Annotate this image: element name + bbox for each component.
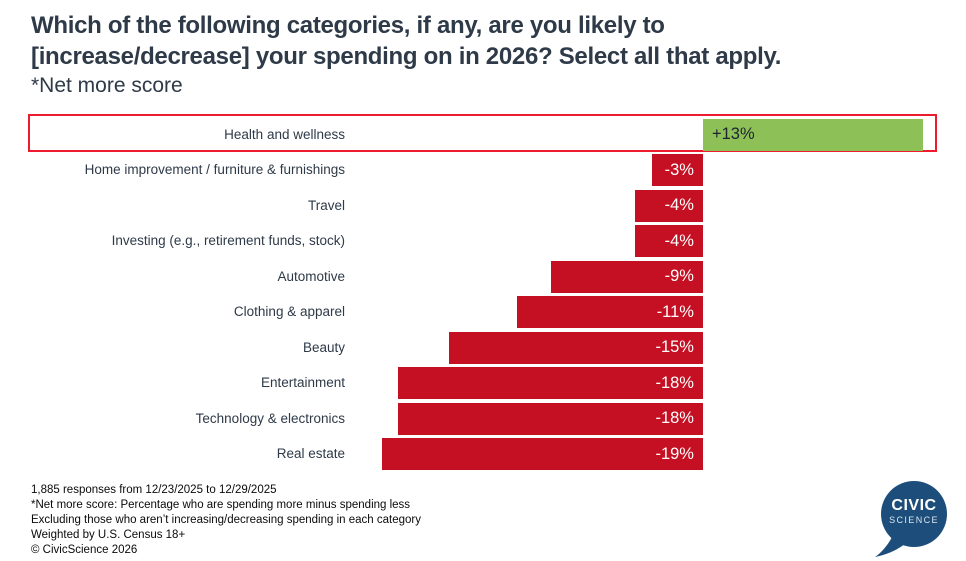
bar-negative: -3%	[652, 154, 703, 186]
chart-row: Automotive -9%	[0, 260, 966, 293]
speech-bubble-icon: CIVIC SCIENCE	[875, 481, 947, 557]
category-label: Automotive	[277, 268, 345, 284]
bar-value-label: -15%	[655, 338, 694, 356]
bar-positive: +13%	[703, 118, 923, 151]
chart-row: Health and wellness +13%	[0, 118, 966, 151]
chart-row: Beauty -15%	[0, 331, 966, 364]
logo-text-science: SCIENCE	[889, 515, 939, 525]
bar-negative: -18%	[398, 402, 703, 435]
bar-value-label: -11%	[656, 302, 694, 321]
bar-negative: -19%	[381, 438, 703, 470]
chart-row: Travel -4%	[0, 189, 966, 222]
category-label: Clothing & apparel	[233, 304, 345, 319]
bar-value-label: -4%	[664, 231, 694, 250]
footnotes: 1,885 responses from 12/23/2025 to 12/29…	[31, 483, 591, 558]
bar-value-label: -18%	[655, 373, 694, 392]
page-title: Which of the following categories, if an…	[31, 10, 941, 72]
bar-negative: -9%	[550, 260, 703, 293]
category-label: Travel	[307, 197, 345, 213]
chart-row: Clothing & apparel -11%	[0, 296, 966, 328]
bar-value-label: -3%	[664, 160, 694, 179]
bar-negative: -18%	[398, 367, 703, 399]
category-label: Technology & electronics	[195, 410, 345, 426]
category-label: Investing (e.g., retirement funds, stock…	[111, 233, 345, 248]
category-label: Real estate	[276, 446, 345, 461]
civicscience-logo: CIVIC SCIENCE	[872, 477, 952, 559]
footnote-copyright: © CivicScience 2026	[31, 544, 138, 556]
category-label: Entertainment	[260, 375, 345, 390]
footnote-responses: 1,885 responses from 12/23/2025 to 12/29…	[31, 484, 277, 496]
chart-row: Entertainment -18%	[0, 367, 966, 399]
chart-subtitle: *Net more score	[31, 74, 183, 97]
highlight-box	[28, 114, 937, 152]
bar-value-label: -18%	[655, 409, 694, 427]
chart-row: Technology & electronics -18%	[0, 402, 966, 435]
chart-row: Investing (e.g., retirement funds, stock…	[0, 225, 966, 257]
bar-value-label: -9%	[664, 267, 694, 285]
logo-text-civic: CIVIC	[891, 497, 936, 514]
footnote-net-more-score: *Net more score: Percentage who are spen…	[31, 499, 411, 511]
bar-negative: -11%	[516, 296, 703, 328]
chart-row: Real estate -19%	[0, 438, 966, 470]
bar-value-label: -19%	[655, 444, 694, 463]
page-title-line2: [increase/decrease] your spending on in …	[31, 43, 782, 70]
bar-value-label: -4%	[664, 196, 694, 214]
category-label: Health and wellness	[224, 126, 345, 142]
bar-negative: -4%	[635, 189, 703, 222]
footnote-excluding: Excluding those who aren’t increasing/de…	[31, 514, 421, 526]
bar-negative: -15%	[449, 331, 703, 364]
chart-row: Home improvement / furniture & furnishin…	[0, 154, 966, 186]
footnote-weighted: Weighted by U.S. Census 18+	[31, 529, 186, 541]
category-label: Beauty	[302, 339, 345, 355]
bar-value-label: +13%	[712, 125, 755, 143]
category-label: Home improvement / furniture & furnishin…	[84, 162, 345, 177]
page-title-line1: Which of the following categories, if an…	[31, 12, 665, 39]
bar-negative: -4%	[635, 225, 703, 257]
